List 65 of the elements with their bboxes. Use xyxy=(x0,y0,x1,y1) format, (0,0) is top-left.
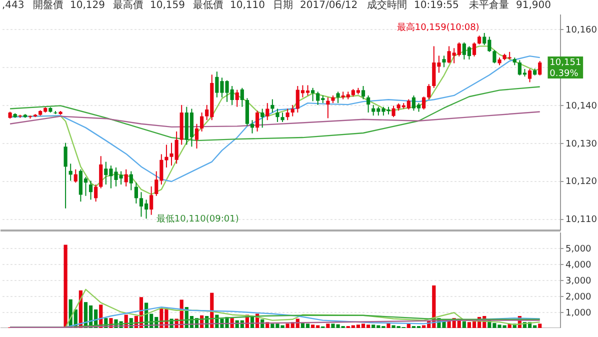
candlestick xyxy=(280,112,284,122)
candlestick xyxy=(361,86,366,100)
candlestick xyxy=(200,112,204,132)
candlestick xyxy=(134,182,138,204)
y-tick-label: 10,140 xyxy=(566,101,598,112)
candlestick xyxy=(336,91,340,104)
bar xyxy=(538,324,542,328)
bar xyxy=(462,321,466,328)
candlestick xyxy=(194,123,199,150)
text: ,443 xyxy=(2,0,24,11)
annotation: 最高10,159(10:08) xyxy=(396,22,480,33)
candlestick xyxy=(392,105,396,118)
text: 開盤價 xyxy=(33,0,63,11)
bar xyxy=(326,324,330,328)
bar xyxy=(64,244,68,328)
candlestick xyxy=(255,110,260,132)
candlestick xyxy=(74,168,78,184)
text: 10:19:55 xyxy=(414,0,459,11)
y-tick-label: 4,000 xyxy=(566,260,592,270)
text: 0.39% xyxy=(550,69,579,80)
candlestick xyxy=(64,142,68,209)
candlestick xyxy=(538,60,542,76)
y-tick-label: 5,000 xyxy=(566,244,592,254)
line-series xyxy=(9,86,540,142)
text: 10,151 xyxy=(550,58,582,68)
candlestick xyxy=(528,68,532,83)
text: 日期 xyxy=(273,0,293,11)
line-series xyxy=(9,111,540,128)
y-tick-label: 1,000 xyxy=(566,308,592,318)
candlestick xyxy=(472,42,476,57)
candlestick xyxy=(422,96,426,110)
text: 未平倉量 xyxy=(469,0,509,11)
candlestick xyxy=(311,87,315,102)
candlestick xyxy=(129,170,133,191)
candlestick xyxy=(150,186,154,216)
annotation: 最低10,110(09:01) xyxy=(156,214,239,225)
text: 2017/06/12 xyxy=(300,0,358,11)
candlestick xyxy=(492,50,496,64)
line-series xyxy=(9,320,540,328)
y-tick-label: 10,160 xyxy=(566,26,598,36)
y-tick-label: 3,000 xyxy=(566,276,592,286)
candlestick xyxy=(240,87,244,108)
candlestick xyxy=(124,168,128,187)
text: 91,900 xyxy=(516,0,551,11)
text: 10,159 xyxy=(150,0,185,11)
candlestick xyxy=(366,94,370,114)
candlestick xyxy=(235,89,239,108)
candlestick xyxy=(99,156,103,189)
candlestick xyxy=(442,55,446,68)
text: 10,110 xyxy=(230,0,265,11)
y-tick-label: 10,110 xyxy=(566,215,598,226)
y-tick-label: 2,000 xyxy=(566,292,592,302)
y-tick-label: 10,120 xyxy=(566,177,598,188)
text: 10,129 xyxy=(70,0,105,11)
candlestick xyxy=(88,180,93,200)
candlestick xyxy=(427,84,431,100)
candlestick xyxy=(260,108,264,128)
candlestick xyxy=(290,104,294,117)
candlestick xyxy=(266,102,270,121)
y-tick-label: 10,130 xyxy=(566,139,598,150)
text: 最低價 xyxy=(193,0,223,11)
candlestick xyxy=(245,98,249,126)
candlestick xyxy=(94,184,98,202)
candlestick xyxy=(276,108,280,122)
candlestick xyxy=(286,108,290,121)
